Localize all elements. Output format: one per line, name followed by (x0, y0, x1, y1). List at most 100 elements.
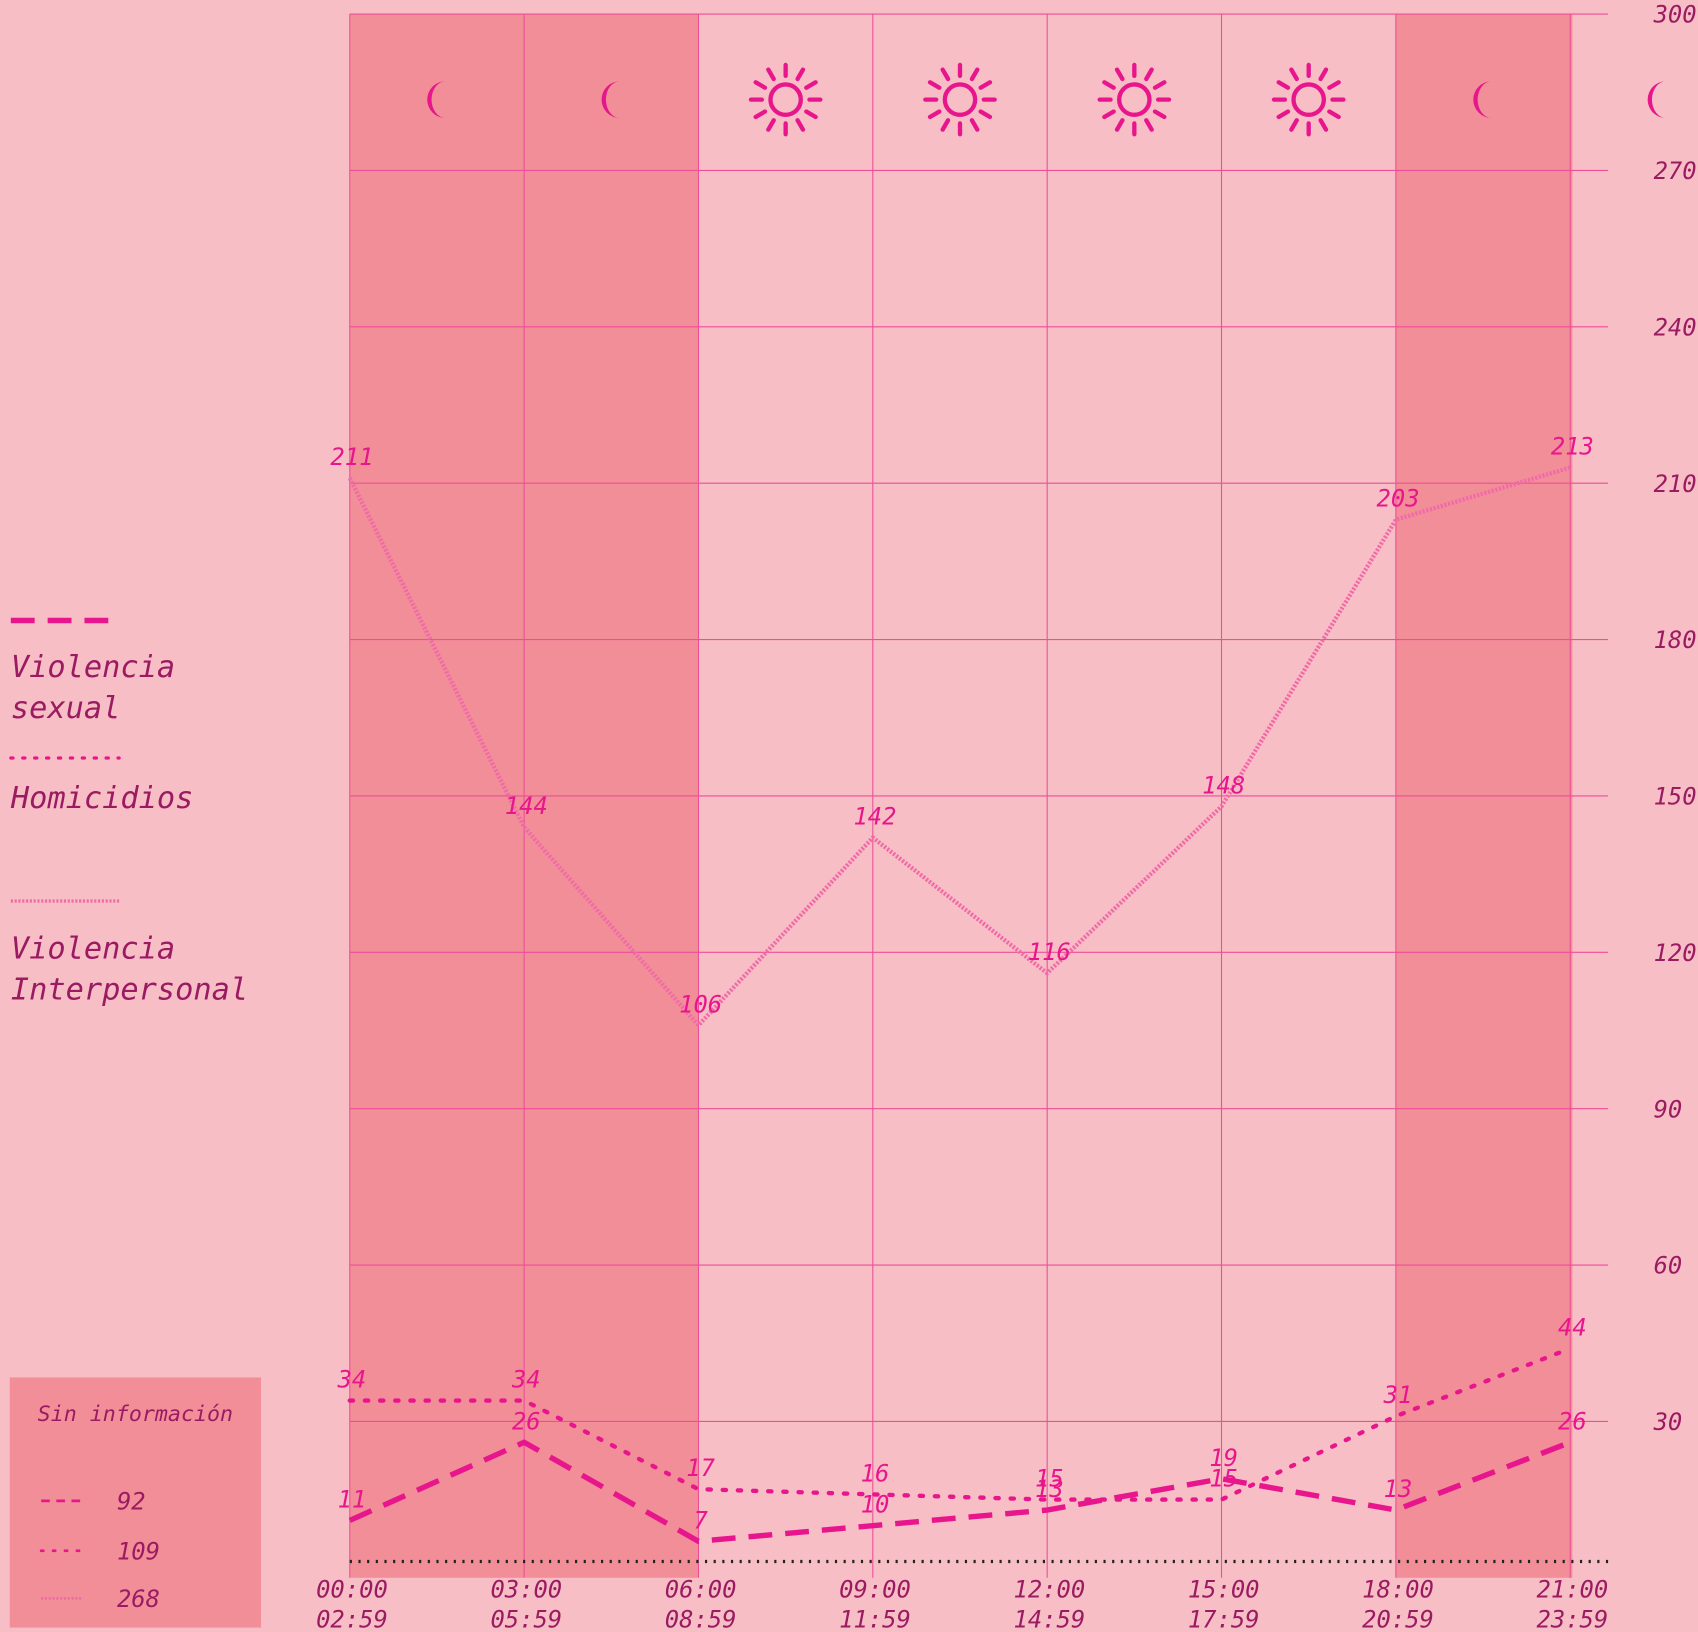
value-label: 13 (1384, 1475, 1413, 1503)
value-label: 11 (338, 1485, 367, 1513)
no-info-value: 92 (117, 1488, 146, 1516)
sun-ray (969, 118, 980, 132)
sun-ray (940, 118, 951, 132)
value-label: 16 (861, 1459, 890, 1487)
moon-icon (1647, 81, 1667, 119)
no-info-value: 268 (117, 1585, 160, 1613)
y-tick-label: 60 (1654, 1252, 1683, 1280)
sun-ray (1318, 118, 1329, 132)
value-label: 19 (1209, 1444, 1238, 1472)
value-label: 142 (853, 803, 896, 831)
sun-ray (978, 109, 993, 120)
value-label: 211 (330, 443, 373, 471)
x-tick-label: 09:00 (839, 1575, 911, 1603)
sun-ray (940, 67, 951, 82)
value-label: 15 (1035, 1465, 1064, 1493)
sun-icon (923, 62, 997, 137)
sun-ray (969, 67, 980, 82)
no-info-box: Sin información 92 109 268 (9, 1377, 261, 1628)
x-tick-label: 12:00 (1013, 1575, 1085, 1603)
sun-ray (1289, 67, 1299, 82)
value-label: 116 (1028, 938, 1071, 966)
x-tick-label: 18:00 (1362, 1575, 1434, 1603)
no-info-title: Sin información (38, 1402, 233, 1427)
x-tick-label: 02:59 (316, 1606, 388, 1632)
x-tick-label: 03:00 (490, 1575, 562, 1603)
x-tick-label: 05:59 (490, 1606, 562, 1632)
y-tick-label: 120 (1654, 939, 1697, 967)
x-tick-label: 08:59 (665, 1606, 737, 1632)
sun-core (1291, 82, 1327, 117)
sun-ray (1114, 67, 1125, 82)
sun-ray (753, 80, 768, 90)
no-info-bg (9, 1377, 261, 1628)
x-tick-label: 06:00 (665, 1575, 737, 1603)
x-tick-label: 23:59 (1537, 1606, 1609, 1632)
sun-ray (1289, 118, 1299, 132)
sun-ray (1327, 109, 1341, 120)
value-label: 26 (1558, 1407, 1587, 1435)
sun-core (942, 82, 978, 117)
x-tick-label: 15:00 (1188, 1575, 1260, 1603)
y-tick-label: 150 (1654, 783, 1697, 811)
sun-icon (748, 62, 823, 137)
moon (1647, 81, 1667, 119)
legend-label: Homicidios (10, 779, 194, 816)
value-label: 17 (686, 1454, 715, 1482)
sun-ray (1327, 80, 1341, 90)
sun-ray (1102, 109, 1116, 120)
moon (1473, 81, 1492, 119)
legend-label: Violencia sexual (10, 648, 176, 726)
legend-label: Violencia Interpersonal (10, 930, 249, 1008)
value-label: 34 (337, 1366, 367, 1394)
moon-icon (601, 81, 620, 119)
value-label: 203 (1377, 485, 1420, 513)
sun-ray (978, 80, 993, 90)
x-tick-label: 21:00 (1537, 1575, 1609, 1603)
x-tick-label: 17:59 (1188, 1606, 1260, 1632)
value-label: 31 (1383, 1381, 1413, 1409)
sun-ray (927, 109, 942, 120)
sun-icon (1271, 62, 1346, 137)
sun-ray (1102, 80, 1116, 90)
sun-core (768, 82, 803, 117)
sun-ray (1144, 118, 1154, 132)
sun-ray (753, 109, 768, 120)
sun-ray (1318, 67, 1329, 82)
sun-core (1117, 82, 1152, 117)
sun-ray (795, 118, 806, 132)
series-line (348, 1439, 1572, 1545)
sun-ray (927, 80, 942, 90)
sun-ray (1152, 109, 1167, 120)
sun-icon (1097, 62, 1172, 137)
value-label: 213 (1551, 433, 1594, 461)
sun-ray (795, 67, 806, 82)
value-label: 106 (679, 990, 722, 1018)
sun-ray (1276, 80, 1291, 90)
y-tick-label: 270 (1654, 157, 1697, 185)
y-tick-label: 180 (1654, 626, 1697, 654)
y-tick-label: 30 (1653, 1408, 1683, 1436)
moon (427, 81, 446, 119)
y-tick-label: 300 (1653, 1, 1697, 29)
x-tick-label: 14:59 (1013, 1606, 1085, 1632)
sun-ray (766, 118, 776, 132)
moon (601, 81, 620, 119)
moon-icon (1473, 81, 1492, 119)
value-label: 34 (511, 1366, 541, 1394)
value-label: 44 (1558, 1313, 1587, 1341)
value-label: 7 (693, 1506, 708, 1534)
sun-ray (804, 80, 818, 90)
x-tick-label: 00:00 (316, 1575, 388, 1603)
y-tick-label: 240 (1654, 313, 1697, 341)
sun-ray (1152, 80, 1167, 90)
sun-ray (1114, 118, 1125, 132)
sun-ray (1276, 109, 1291, 120)
x-tick-label: 20:59 (1362, 1606, 1434, 1632)
sun-ray (1144, 67, 1154, 82)
no-info-value: 109 (117, 1537, 160, 1565)
x-tick-label: 11:59 (839, 1606, 911, 1632)
value-label: 144 (505, 792, 548, 820)
